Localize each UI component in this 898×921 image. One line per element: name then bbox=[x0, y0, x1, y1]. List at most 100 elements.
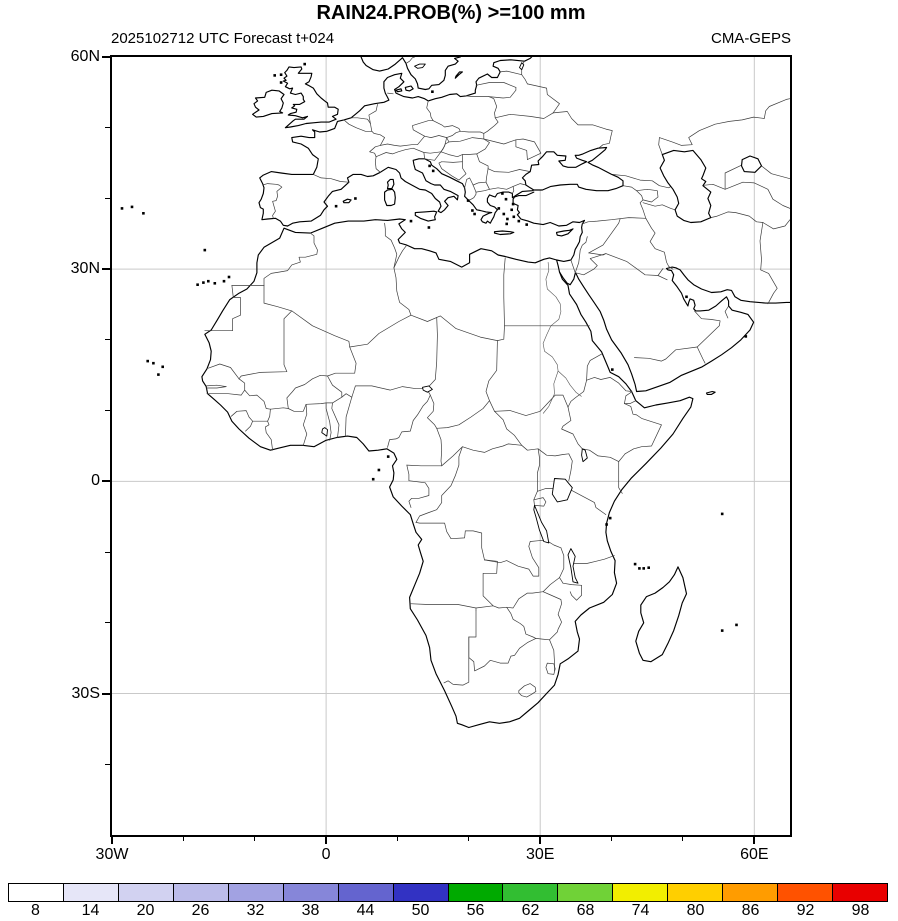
country-border bbox=[325, 402, 332, 441]
small-island bbox=[428, 164, 431, 168]
country-border bbox=[710, 211, 764, 223]
country-border bbox=[699, 181, 790, 209]
colorbar-segment-20 bbox=[117, 884, 173, 901]
country-border bbox=[427, 394, 438, 429]
small-island bbox=[517, 219, 521, 223]
country-border bbox=[415, 522, 485, 561]
lake-outline bbox=[519, 62, 525, 71]
country-border bbox=[485, 168, 489, 183]
country-border bbox=[379, 135, 425, 147]
country-border bbox=[368, 104, 378, 124]
colorbar-segment-8 bbox=[9, 884, 63, 901]
country-border bbox=[586, 377, 632, 392]
small-island bbox=[354, 197, 357, 200]
lake-outline bbox=[321, 427, 328, 437]
small-island bbox=[303, 62, 306, 66]
small-island bbox=[611, 368, 614, 371]
coastline bbox=[558, 267, 755, 393]
x-axis-tick bbox=[468, 836, 470, 841]
small-island bbox=[334, 204, 338, 208]
country-border bbox=[387, 388, 431, 448]
country-border bbox=[349, 314, 412, 348]
country-border bbox=[374, 156, 381, 173]
y-axis-tick bbox=[105, 622, 110, 624]
small-island bbox=[633, 562, 637, 566]
country-border bbox=[494, 394, 569, 416]
country-border bbox=[436, 427, 443, 467]
country-border bbox=[475, 188, 490, 193]
country-border bbox=[622, 185, 647, 219]
country-border bbox=[586, 353, 602, 381]
country-border bbox=[521, 74, 528, 85]
country-border bbox=[440, 137, 448, 153]
forecast-init-time-label: 2025102712 UTC Forecast t+024 bbox=[111, 30, 335, 47]
country-border bbox=[415, 446, 463, 523]
plot-title: RAIN24.PROB(%) >=100 mm bbox=[316, 2, 586, 24]
country-border bbox=[405, 57, 415, 64]
lake-outline bbox=[422, 385, 433, 393]
country-border bbox=[302, 403, 308, 446]
small-island bbox=[720, 512, 724, 516]
country-border bbox=[205, 386, 227, 389]
country-border bbox=[574, 253, 607, 276]
y-axis-tick bbox=[105, 763, 110, 765]
colorbar-tick-label: 26 bbox=[191, 902, 210, 919]
colorbar-segment-98 bbox=[832, 884, 887, 901]
coastline bbox=[635, 566, 688, 663]
colorbar-segment-44 bbox=[337, 884, 393, 901]
country-border bbox=[588, 252, 664, 276]
country-border bbox=[549, 639, 555, 672]
lon-label-30E: 30E bbox=[525, 846, 555, 863]
x-axis-tick bbox=[396, 836, 398, 841]
coastline bbox=[414, 210, 438, 222]
country-border bbox=[761, 165, 790, 180]
coastline bbox=[342, 198, 352, 204]
country-border bbox=[286, 374, 328, 409]
lake-outline bbox=[551, 478, 573, 503]
small-island bbox=[409, 219, 413, 223]
small-island bbox=[386, 455, 390, 458]
small-island bbox=[227, 275, 231, 279]
small-island bbox=[273, 74, 276, 77]
country-border bbox=[485, 340, 498, 412]
country-border bbox=[696, 346, 706, 364]
country-border bbox=[369, 145, 381, 158]
country-border bbox=[462, 138, 490, 155]
coastline bbox=[665, 266, 790, 304]
small-island bbox=[222, 279, 226, 283]
small-island bbox=[427, 226, 431, 229]
small-island bbox=[196, 283, 199, 286]
small-island bbox=[120, 207, 124, 210]
coastline bbox=[404, 85, 414, 92]
country-border bbox=[568, 453, 573, 482]
small-island bbox=[511, 202, 515, 206]
country-border bbox=[312, 174, 350, 183]
country-border bbox=[545, 662, 556, 675]
lat-label-60N: 60N bbox=[70, 48, 100, 65]
country-border bbox=[570, 259, 576, 274]
small-island bbox=[279, 81, 283, 84]
small-island bbox=[466, 199, 470, 202]
country-border bbox=[410, 314, 498, 341]
country-border bbox=[350, 117, 373, 132]
colorbar-tick-label: 62 bbox=[521, 902, 540, 919]
coastline bbox=[201, 218, 694, 729]
x-axis-tick bbox=[325, 836, 328, 844]
country-border bbox=[262, 183, 283, 219]
country-border bbox=[645, 217, 674, 270]
colorbar-tick-label: 80 bbox=[686, 902, 705, 919]
small-island bbox=[157, 373, 160, 376]
colorbar-tick-label: 74 bbox=[631, 902, 650, 919]
sea-outline bbox=[740, 155, 763, 173]
small-island bbox=[142, 212, 145, 215]
country-border bbox=[657, 275, 668, 281]
small-island bbox=[512, 215, 516, 219]
country-border bbox=[426, 316, 438, 390]
country-border bbox=[499, 70, 523, 76]
country-border bbox=[472, 181, 487, 186]
country-border bbox=[483, 138, 517, 145]
small-island bbox=[735, 623, 738, 627]
country-border bbox=[464, 177, 474, 189]
coastline bbox=[512, 191, 586, 262]
